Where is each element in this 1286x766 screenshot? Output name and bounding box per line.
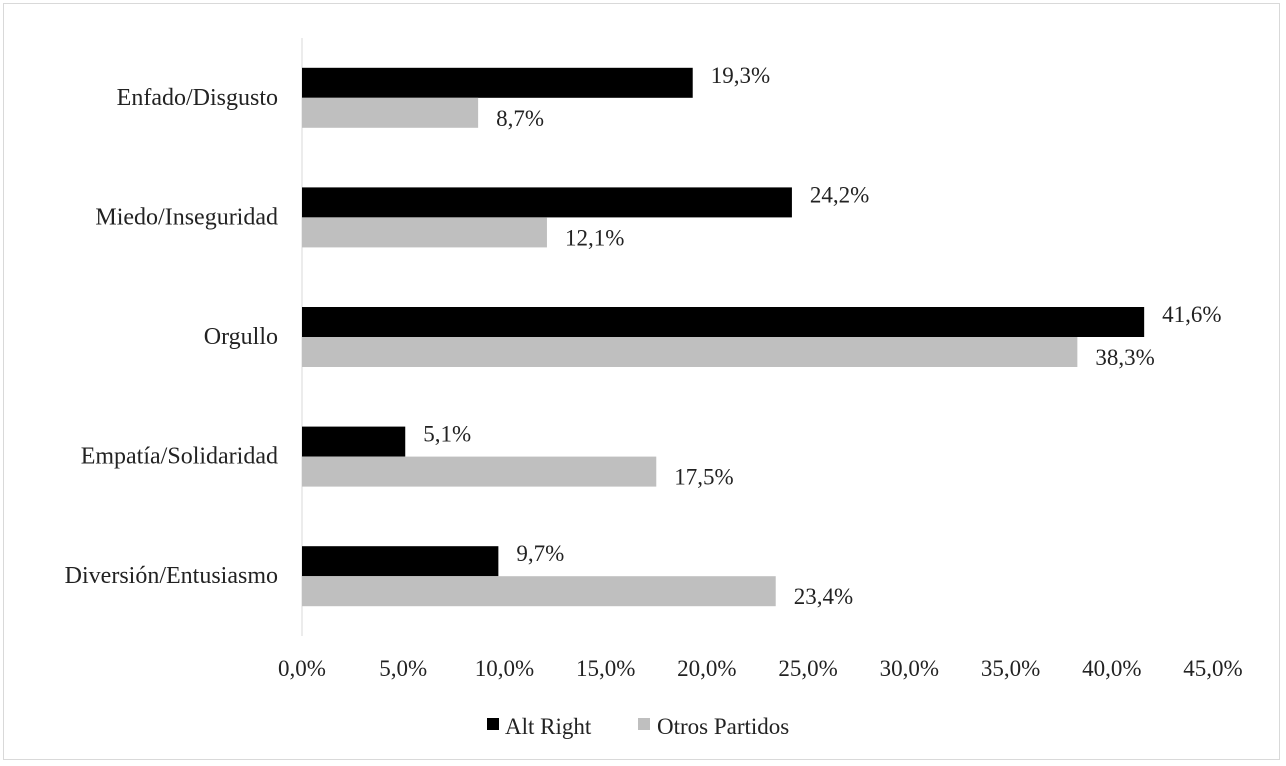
data-label-alt-right-empatía-solidaridad: 5,1% bbox=[423, 422, 471, 447]
legend-swatch-otros-partidos bbox=[638, 718, 650, 730]
bar-alt-right-enfado-disgusto bbox=[302, 67, 693, 98]
data-label-otros-partidos-enfado-disgusto: 8,7% bbox=[496, 106, 544, 131]
category-label-diversión-entusiasmo: Diversión/Entusiasmo bbox=[65, 563, 278, 589]
x-tick-label: 15,0% bbox=[576, 656, 635, 681]
data-label-alt-right-enfado-disgusto: 19,3% bbox=[711, 63, 770, 88]
data-label-otros-partidos-orgullo: 38,3% bbox=[1095, 345, 1154, 370]
bar-alt-right-diversión-entusiasmo bbox=[302, 546, 499, 577]
bar-otros-partidos-empatía-solidaridad bbox=[302, 456, 657, 487]
category-label-miedo-inseguridad: Miedo/Inseguridad bbox=[95, 204, 278, 230]
data-label-alt-right-miedo-inseguridad: 24,2% bbox=[810, 182, 869, 207]
x-tick-label: 45,0% bbox=[1183, 656, 1242, 681]
bar-otros-partidos-diversión-entusiasmo bbox=[302, 576, 776, 607]
chart-frame bbox=[3, 3, 1280, 760]
category-labels: Enfado/Disgusto Miedo/Inseguridad Orgullo E… bbox=[65, 85, 278, 589]
x-tick-label: 35,0% bbox=[981, 656, 1040, 681]
legend-swatch-alt-right bbox=[487, 718, 499, 730]
data-label-alt-right-orgullo: 41,6% bbox=[1162, 302, 1221, 327]
x-tick-label: 0,0% bbox=[278, 656, 326, 681]
bar-otros-partidos-enfado-disgusto bbox=[302, 97, 479, 128]
data-label-otros-partidos-diversión-entusiasmo: 23,4% bbox=[794, 584, 853, 609]
x-tick-label: 40,0% bbox=[1082, 656, 1141, 681]
bar-otros-partidos-orgullo bbox=[302, 337, 1078, 367]
bar-alt-right-orgullo bbox=[302, 307, 1145, 337]
legend: Alt Right Otros Partidos bbox=[487, 714, 789, 739]
bar-alt-right-empatía-solidaridad bbox=[302, 426, 406, 457]
x-tick-label: 25,0% bbox=[778, 656, 837, 681]
x-tick-label: 10,0% bbox=[475, 656, 534, 681]
category-label-orgullo: Orgullo bbox=[204, 324, 278, 350]
legend-label-alt-right: Alt Right bbox=[505, 714, 592, 739]
data-label-otros-partidos-empatía-solidaridad: 17,5% bbox=[674, 465, 733, 490]
category-label-enfado-disgusto: Enfado/Disgusto bbox=[117, 85, 278, 111]
data-label-otros-partidos-miedo-inseguridad: 12,1% bbox=[565, 225, 624, 250]
legend-label-otros-partidos: Otros Partidos bbox=[657, 714, 789, 739]
bars-group bbox=[302, 67, 1145, 607]
category-label-empatía-solidaridad: Empatía/Solidaridad bbox=[81, 444, 278, 470]
bar-otros-partidos-miedo-inseguridad bbox=[302, 217, 547, 248]
data-labels: 19,3% 8,7% 24,2% 12,1% 41,6% 38,3% 5,1% 17,5% 9,… bbox=[423, 63, 1221, 609]
x-tick-label: 20,0% bbox=[677, 656, 736, 681]
data-label-alt-right-diversión-entusiasmo: 9,7% bbox=[516, 541, 564, 566]
x-tick-labels: 0,0% 5,0% 10,0% 15,0% 20,0% 25,0% 30,0% 35,0% 40… bbox=[278, 656, 1243, 681]
bar-alt-right-miedo-inseguridad bbox=[302, 187, 792, 218]
x-tick-label: 5,0% bbox=[379, 656, 427, 681]
x-tick-label: 30,0% bbox=[880, 656, 939, 681]
